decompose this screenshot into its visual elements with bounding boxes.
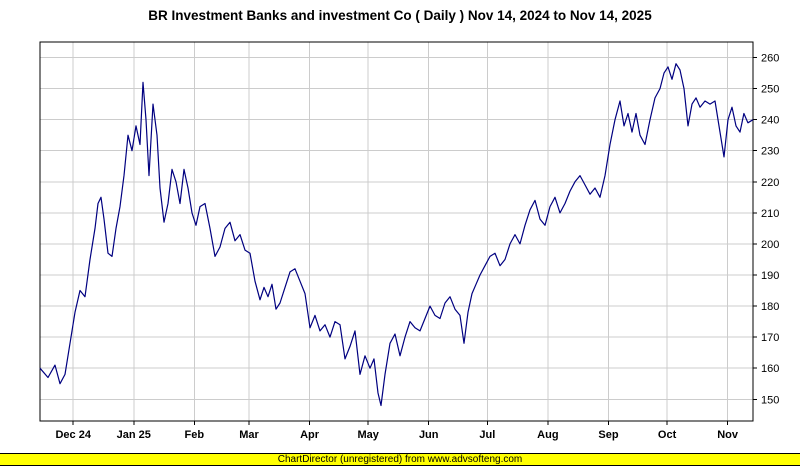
y-axis-tick-label: 150 — [761, 394, 779, 406]
y-axis-tick-label: 210 — [761, 208, 779, 220]
y-axis-tick-label: 230 — [761, 146, 779, 158]
x-axis-tick-label: Sep — [598, 429, 618, 441]
x-axis-tick-label: Aug — [537, 429, 558, 441]
chart-canvas: 150 160 170 180 190 200 210 220 230 240 250 260 Dec … — [39, 41, 779, 441]
footer-text: ChartDirector (unregistered) from www.ad… — [277, 454, 523, 465]
y-axis-tick-label: 260 — [761, 53, 779, 65]
y-axis-tick-label: 240 — [761, 115, 779, 127]
footer-banner: ChartDirector (unregistered) from www.ad… — [0, 453, 800, 466]
y-axis-tick-label: 220 — [761, 177, 779, 189]
x-axis-tick-label: Feb — [185, 429, 205, 441]
x-axis-tick-label: Dec 24 — [55, 429, 91, 441]
x-axis-tick-label: Jul — [479, 429, 495, 441]
y-axis-tick-label: 170 — [761, 332, 779, 344]
x-axis-tick-label: Jun — [419, 429, 439, 441]
x-axis-tick-label: Oct — [658, 429, 677, 441]
y-axis-tick-label: 180 — [761, 301, 779, 313]
y-axis-tick-label: 160 — [761, 363, 779, 375]
y-axis-tick-label: 200 — [761, 239, 779, 251]
x-axis-tick-label: Jan 25 — [117, 429, 151, 441]
y-axis-tick-label: 250 — [761, 84, 779, 96]
x-axis-tick-label: Nov — [717, 429, 739, 441]
x-axis-tick-label: Mar — [239, 429, 259, 441]
plot-border — [39, 41, 754, 422]
y-axis-tick-label: 190 — [761, 270, 779, 282]
x-axis-tick-label: Apr — [300, 429, 320, 441]
chart-title: BR Investment Banks and investment Co ( … — [148, 8, 652, 23]
x-axis-tick-label: May — [357, 429, 379, 441]
price-line — [39, 63, 754, 407]
